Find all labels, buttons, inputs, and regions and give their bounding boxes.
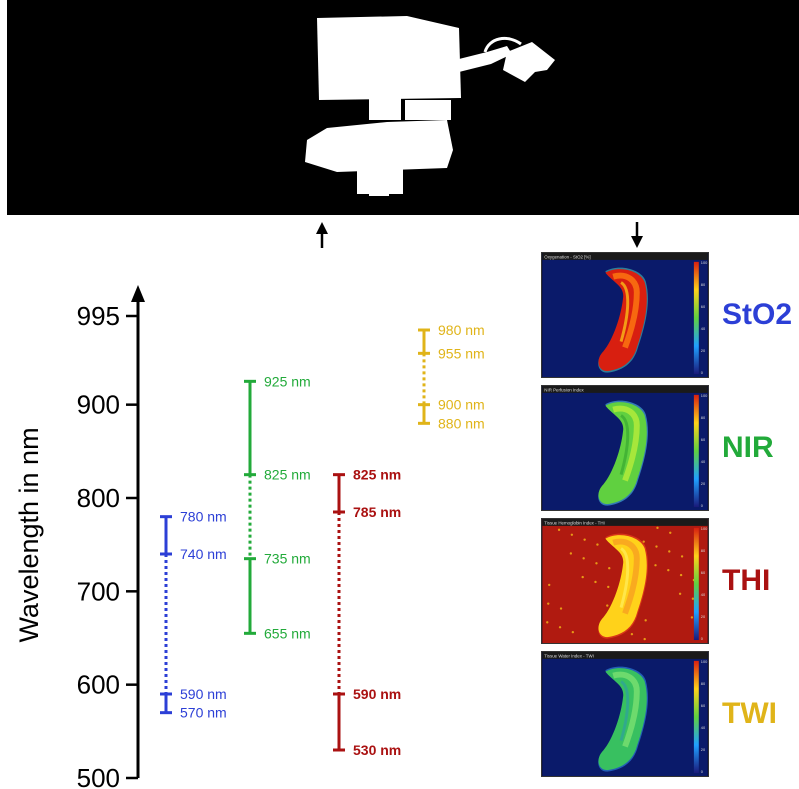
- axis-arrow-icon: [131, 285, 145, 302]
- colorbar-tick-label: 60: [701, 437, 706, 442]
- range-label: 880 nm: [438, 415, 485, 431]
- colorbar-tick-label: 80: [701, 415, 706, 420]
- colorbar-tick-label: 0: [701, 769, 704, 774]
- colorbar-tick-label: 100: [701, 526, 708, 531]
- axis-tick-label: 500: [77, 763, 120, 789]
- colorbar: [693, 527, 699, 641]
- colorbar-tick-label: 100: [701, 260, 708, 265]
- range-label: 955 nm: [438, 345, 485, 361]
- range-bar-twi: 980 nm 955 nm 900 nm 880 nm: [418, 322, 485, 431]
- map-image-nir: NIR Perfusion Index 100 80 60 40 20 0: [541, 385, 709, 511]
- colorbar-tick-label: 20: [701, 348, 706, 353]
- map-title: Oxygenation - StO2 [%]: [544, 254, 590, 259]
- range-label: 530 nm: [353, 742, 401, 758]
- colorbar-tick-label: 40: [701, 592, 706, 597]
- map-label-sto2: StO2: [722, 298, 793, 331]
- colorbar-tick-label: 80: [701, 548, 706, 553]
- range-bar-thi: 825 nm 785 nm 590 nm 530 nm: [333, 467, 401, 758]
- colorbar: [693, 660, 699, 774]
- range-label: 570 nm: [180, 705, 227, 721]
- range-label: 925 nm: [264, 373, 311, 389]
- axis-tick-label: 995: [77, 301, 120, 331]
- range-bar-nir: 925 nm 825 nm 735 nm 655 nm: [244, 373, 311, 641]
- colorbar-tick-label: 40: [701, 459, 706, 464]
- range-label: 785 nm: [353, 504, 401, 520]
- colorbar-tick-label: 20: [701, 481, 706, 486]
- range-label: 825 nm: [353, 467, 401, 483]
- range-label: 780 nm: [180, 509, 227, 525]
- colorbar: [693, 261, 699, 375]
- axis-tick-label: 800: [77, 483, 120, 513]
- map-image-twi: Tissue Water Index - TWI 100 80 60 40 20 0: [541, 651, 709, 777]
- colorbar-tick-label: 40: [701, 725, 706, 730]
- device-silhouette-panel: [7, 0, 799, 215]
- map-title: Tissue Hemoglobin Index - THI: [544, 520, 605, 525]
- colorbar-tick-label: 60: [701, 304, 706, 309]
- axis-tick-label: 900: [77, 390, 120, 420]
- colorbar-tick-label: 60: [701, 570, 706, 575]
- map-label-thi: THI: [722, 564, 771, 597]
- map-title: Tissue Water Index - TWI: [544, 653, 594, 658]
- colorbar-tick-label: 100: [701, 659, 708, 664]
- range-label: 740 nm: [180, 546, 227, 562]
- axis-label: Wavelength in nm: [14, 427, 44, 642]
- colorbar-tick-label: 0: [701, 636, 704, 641]
- map-label-twi: TWI: [722, 697, 777, 730]
- map-image-thi: Tissue Hemoglobin Index - THI 100 80 60 40 20…: [541, 518, 709, 644]
- map-title: NIR Perfusion Index: [544, 387, 584, 392]
- range-bar-sto2: 780 nm 740 nm 590 nm 570 nm: [160, 509, 227, 721]
- axis-tick-label: 700: [77, 576, 120, 606]
- colorbar-tick-label: 20: [701, 747, 706, 752]
- axis-tick-label: 600: [77, 670, 120, 700]
- colorbar-tick-label: 0: [701, 503, 704, 508]
- wavelength-axis: 500 600 700 800 900 995: [77, 285, 145, 789]
- colorbar-tick-label: 20: [701, 614, 706, 619]
- range-label: 655 nm: [264, 625, 311, 641]
- map-label-nir: NIR: [722, 431, 774, 464]
- range-label: 825 nm: [264, 467, 311, 483]
- colorbar-tick-label: 100: [701, 393, 708, 398]
- colorbar-tick-label: 60: [701, 703, 706, 708]
- colorbar-tick-label: 80: [701, 282, 706, 287]
- range-label: 735 nm: [264, 551, 311, 567]
- range-label: 590 nm: [353, 686, 401, 702]
- range-label: 900 nm: [438, 397, 485, 413]
- colorbar-tick-label: 40: [701, 326, 706, 331]
- colorbar: [693, 394, 699, 508]
- map-image-sto2: Oxygenation - StO2 [%] 100 80 60 40 20 0: [541, 252, 709, 378]
- colorbar-tick-label: 0: [701, 370, 704, 375]
- range-label: 590 nm: [180, 686, 227, 702]
- range-label: 980 nm: [438, 322, 485, 338]
- up-arrow-icon: [316, 222, 328, 248]
- device-silhouette: [305, 16, 555, 196]
- colorbar-tick-label: 80: [701, 681, 706, 686]
- down-arrow-icon: [631, 222, 643, 248]
